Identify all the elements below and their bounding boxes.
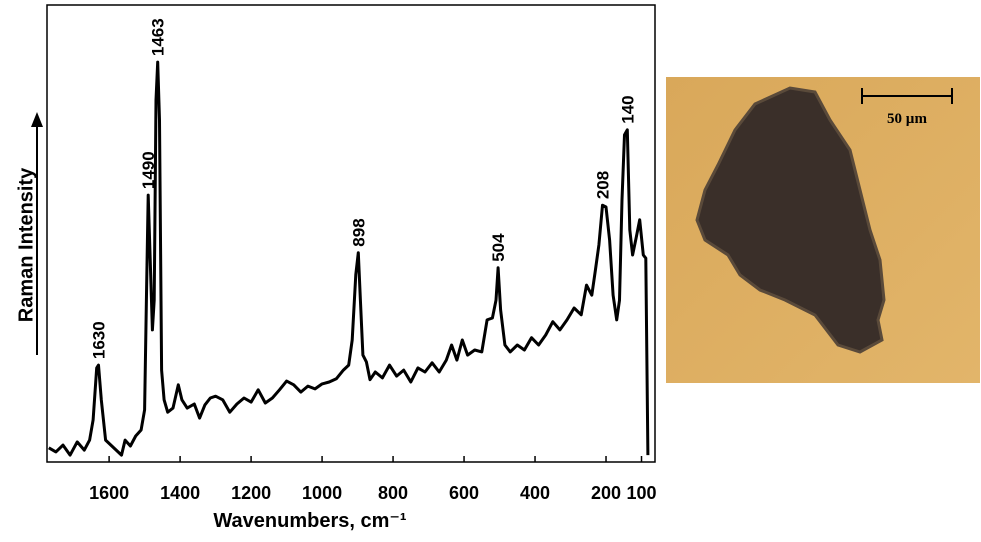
x-tick-label: 800 [378,483,408,503]
x-tick-label: 400 [520,483,550,503]
x-tick-label: 1600 [89,483,129,503]
peak-label: 1630 [89,321,108,359]
x-tick-label: 1200 [231,483,271,503]
y-axis-arrowhead [31,112,43,127]
peak-label: 208 [593,171,612,199]
particle [695,86,886,354]
peak-label: 1463 [149,18,168,56]
peak-label: 504 [489,233,508,262]
plot-frame [46,4,656,463]
x-tick-label: 1400 [160,483,200,503]
x-tick-label: 200 [591,483,621,503]
peak-label: 898 [349,218,368,246]
micrograph: 50 µm [666,77,980,383]
peak-label: 140 [618,95,637,123]
x-tick-label: 600 [449,483,479,503]
peak-label: 1490 [139,151,158,189]
spectrum-line [48,60,650,457]
x-tick-label: 1000 [302,483,342,503]
scale-label: 50 µm [887,111,927,127]
x-tick-label: 100 [626,483,656,503]
x-axis-label: Wavenumbers, cm⁻¹ [213,510,407,532]
y-axis-label: Raman Intensity [15,167,37,322]
